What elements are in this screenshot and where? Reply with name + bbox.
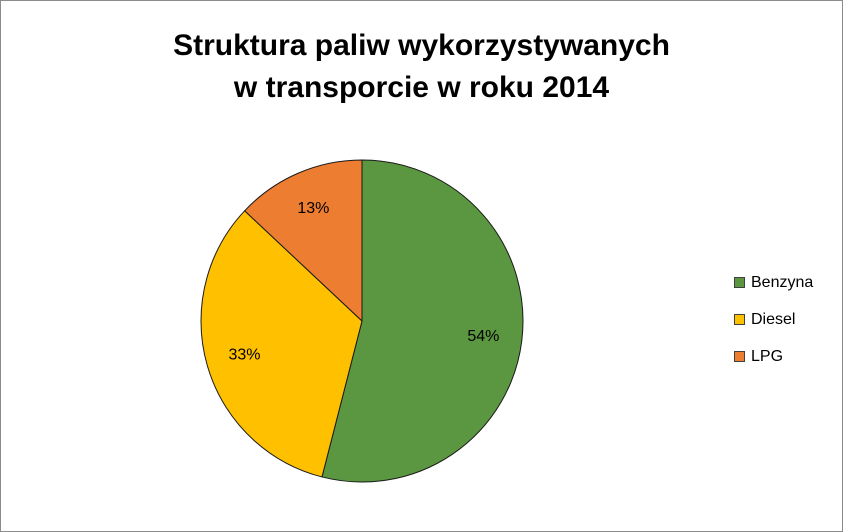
pie-slice-lpg bbox=[243, 159, 363, 323]
pie-label-benzyna: 54% bbox=[467, 328, 499, 345]
legend-swatch-benzyna bbox=[734, 277, 745, 288]
pie-label-lpg: 13% bbox=[297, 200, 329, 217]
pie-data-labels: 54% 33% 13% bbox=[228, 200, 499, 363]
chart-title: Struktura paliw wykorzystywanych w trans… bbox=[1, 25, 842, 109]
legend-swatch-diesel bbox=[734, 314, 745, 325]
pie-slices bbox=[200, 159, 524, 483]
chart-title-line-1: Struktura paliw wykorzystywanych bbox=[173, 29, 670, 62]
legend-item-benzyna: Benzyna bbox=[734, 273, 813, 292]
legend-swatch-lpg bbox=[734, 351, 745, 362]
chart-title-line-2: w transporcie w roku 2014 bbox=[233, 71, 610, 104]
legend-label-benzyna: Benzyna bbox=[751, 273, 814, 291]
legend: Benzyna Diesel LPG bbox=[734, 273, 813, 384]
legend-item-diesel: Diesel bbox=[734, 310, 813, 329]
legend-label-diesel: Diesel bbox=[751, 310, 796, 328]
pie-label-diesel: 33% bbox=[228, 347, 260, 364]
legend-label-lpg: LPG bbox=[751, 347, 784, 365]
pie-slice-diesel bbox=[200, 210, 363, 478]
legend-item-lpg: LPG bbox=[734, 347, 813, 366]
pie-slice-benzyna bbox=[321, 159, 524, 483]
